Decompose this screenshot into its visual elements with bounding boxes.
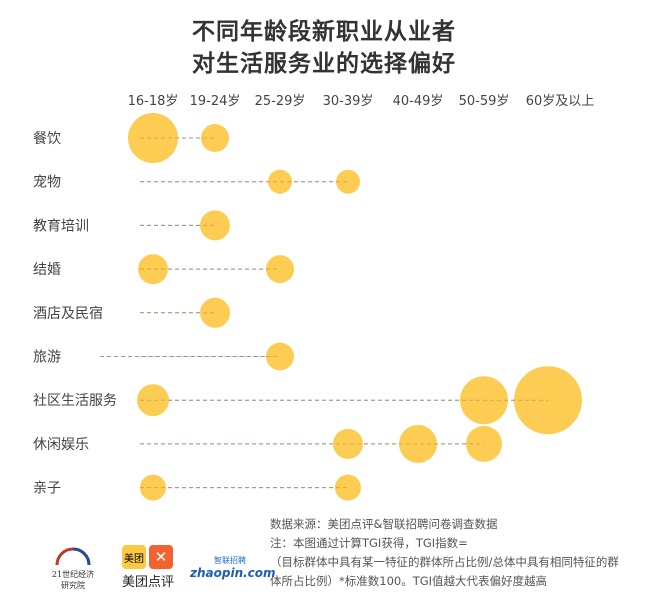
bubble — [514, 366, 582, 435]
logo-zhaopin: 智联招聘 zhaopin.com — [190, 556, 276, 580]
bubble — [333, 428, 363, 459]
logo-21st-century: 21世纪经济研究院 — [48, 545, 98, 591]
logo-meituan-dianping: 美团 ✕ 美团点评 — [122, 545, 178, 590]
x-tick-label: 50-59岁 — [459, 94, 510, 109]
bubble — [266, 255, 294, 284]
x-tick-label: 16-18岁 — [128, 94, 179, 109]
bubble — [137, 384, 169, 417]
bubble — [399, 424, 437, 463]
y-category-label: 餐饮 — [33, 131, 61, 147]
y-category-label: 亲子 — [33, 481, 61, 497]
x-tick-label: 30-39岁 — [323, 94, 374, 109]
tgi-note: 注：本图通过计算TGI获得，TGI指数= — [270, 536, 468, 550]
y-category-label: 教育培训 — [33, 218, 89, 234]
bubble — [128, 113, 178, 163]
bubble — [268, 169, 292, 194]
y-category-label: 酒店及民宿 — [33, 305, 103, 322]
bubble — [140, 474, 166, 501]
x-tick-label: 60岁及以上 — [526, 94, 595, 109]
bubble — [266, 342, 294, 371]
bubble — [200, 210, 230, 241]
y-category-label: 宠物 — [33, 175, 61, 191]
source-note: 数据来源：美团点评&智联招聘问卷调查数据 — [270, 517, 498, 531]
x-tick-label: 19-24岁 — [190, 94, 241, 109]
chart-title-line2: 对生活服务业的选择偏好 — [192, 51, 456, 77]
bubble — [460, 376, 508, 425]
bubble — [200, 297, 230, 328]
bubble — [335, 474, 361, 501]
bubble — [138, 254, 168, 285]
bubble — [466, 425, 502, 462]
bubble-chart: 16-18岁 19-24岁 25-29岁 30-39岁 40-49岁 50-59岁 60岁及… — [33, 94, 595, 501]
y-category-label: 旅游 — [33, 350, 61, 366]
y-category-label: 结婚 — [33, 262, 61, 278]
chart-title-line1: 不同年龄段新职业从业者 — [192, 19, 456, 45]
tgi-formula: （目标群体中具有某一特征的群体所占比例/总体中具有相同特征的群体所占比例）*标准… — [270, 555, 619, 588]
bubble — [201, 124, 229, 152]
x-tick-label: 25-29岁 — [255, 94, 306, 109]
y-category-label: 社区生活服务 — [33, 393, 117, 409]
y-category-label: 休闲娱乐 — [33, 437, 89, 453]
notes: 数据来源：美团点评&智联招聘问卷调查数据 注：本图通过计算TGI获得，TGI指数… — [270, 515, 630, 591]
x-tick-label: 40-49岁 — [393, 94, 444, 109]
bubble — [336, 169, 360, 194]
